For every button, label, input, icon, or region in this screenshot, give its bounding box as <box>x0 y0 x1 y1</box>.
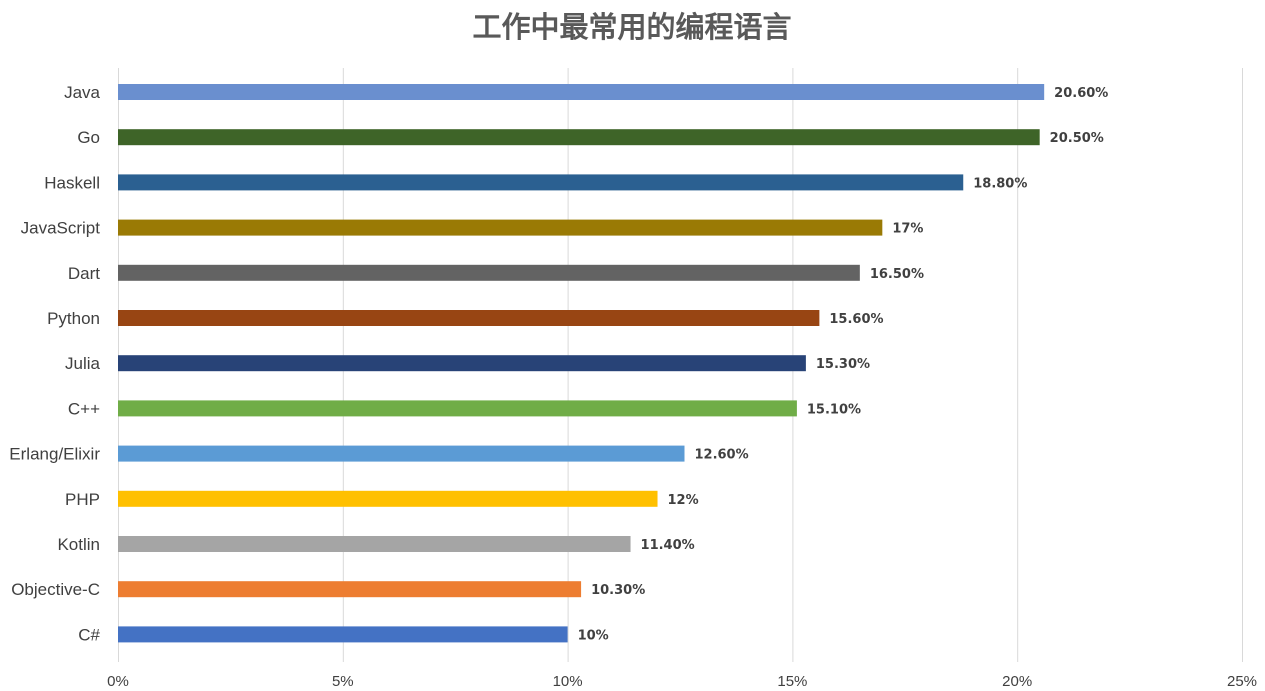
category-label: Objective-C <box>11 580 100 599</box>
bars <box>118 84 1045 643</box>
x-tick-label: 10% <box>553 673 583 690</box>
category-label: Go <box>77 128 100 147</box>
x-tick-label: 15% <box>777 673 807 690</box>
category-label: Dart <box>68 264 100 283</box>
category-label: C# <box>78 625 100 644</box>
category-label: Haskell <box>44 173 100 192</box>
data-label: 11.40% <box>641 538 695 553</box>
category-labels: Java Go Haskell JavaScript Dart Python Julia C+… <box>9 83 100 644</box>
data-labels: 20.60% 20.50% 18.80% 17% 16.50% 15.60% 15.30% 1… <box>578 86 1109 643</box>
data-label: 17% <box>892 222 923 237</box>
category-label: Java <box>64 83 100 102</box>
category-label: JavaScript <box>21 219 101 238</box>
data-label: 15.60% <box>829 312 883 327</box>
category-label: C++ <box>68 399 100 418</box>
x-tick-label: 5% <box>332 673 354 690</box>
data-label: 12% <box>668 493 699 508</box>
data-label: 10.30% <box>591 583 645 598</box>
data-label: 20.50% <box>1050 131 1104 146</box>
category-label: Kotlin <box>57 535 100 554</box>
category-label: Julia <box>65 354 101 373</box>
bar <box>118 219 883 236</box>
data-label: 18.80% <box>973 176 1027 191</box>
bar <box>118 129 1040 146</box>
x-tick-label: 0% <box>107 673 129 690</box>
category-label: Python <box>47 309 100 328</box>
bar <box>118 581 582 598</box>
x-tick-label: 25% <box>1227 673 1257 690</box>
data-label: 20.60% <box>1054 86 1108 101</box>
chart-title: 工作中最常用的编程语言 <box>472 10 791 44</box>
data-label: 10% <box>578 628 609 643</box>
data-label: 12.60% <box>694 448 748 463</box>
bar <box>118 264 860 281</box>
category-label: PHP <box>65 490 100 509</box>
data-label: 15.30% <box>816 357 870 372</box>
bar <box>118 490 658 507</box>
bar <box>118 310 820 326</box>
bar <box>118 536 631 552</box>
x-axis-tick-labels: 0% 5% 10% 15% 20% 25% <box>107 673 1257 690</box>
bar <box>118 626 568 643</box>
data-label: 15.10% <box>807 402 861 417</box>
data-label: 16.50% <box>870 267 924 282</box>
bar <box>118 174 964 191</box>
x-tick-label: 20% <box>1002 673 1032 690</box>
bar <box>118 84 1045 100</box>
category-label: Erlang/Elixir <box>9 445 100 464</box>
bar <box>118 355 806 372</box>
bar <box>118 445 685 462</box>
bar <box>118 400 797 417</box>
